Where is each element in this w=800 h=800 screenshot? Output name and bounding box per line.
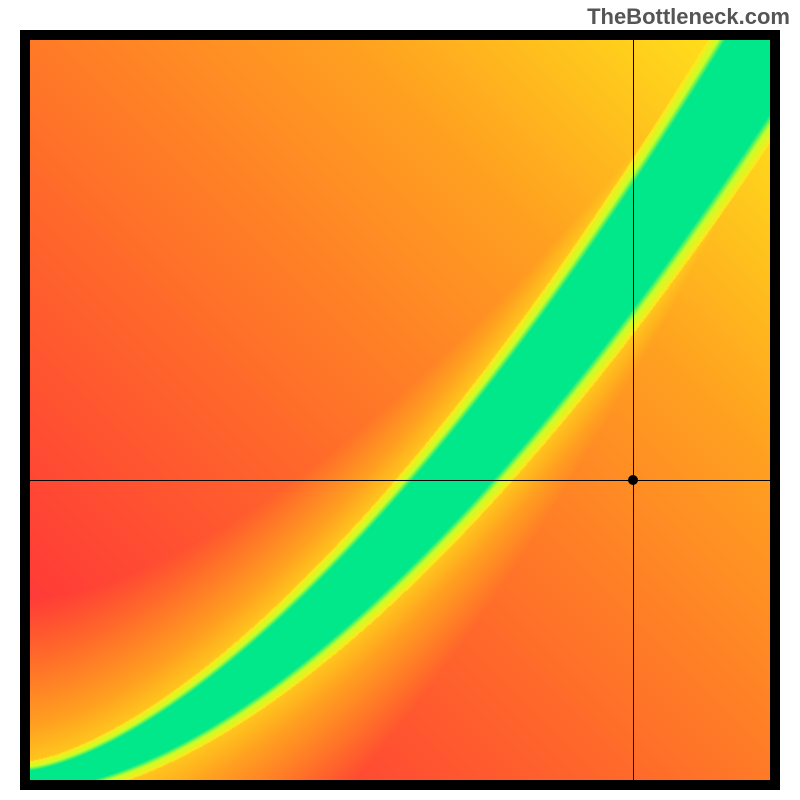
watermark-text: TheBottleneck.com — [587, 4, 790, 30]
crosshair-vertical — [633, 40, 634, 780]
crosshair-marker — [628, 475, 638, 485]
chart-container: TheBottleneck.com — [0, 0, 800, 800]
crosshair-horizontal — [30, 480, 770, 481]
heatmap-canvas — [30, 40, 770, 780]
